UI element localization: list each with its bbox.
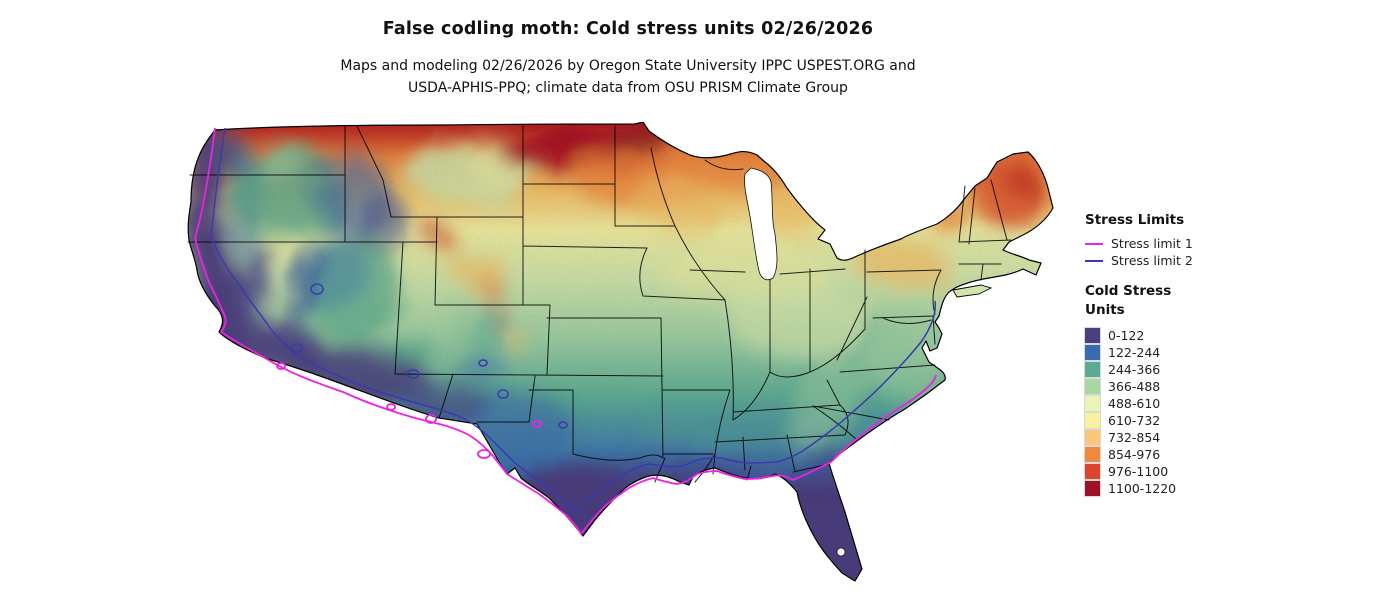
map-svg — [187, 121, 1054, 582]
stress-limit-2-line-swatch — [1085, 259, 1103, 262]
stress-limit-1-label: Stress limit 1 — [1111, 236, 1193, 251]
state-borders — [187, 125, 1012, 483]
bin-color-swatch — [1084, 361, 1101, 378]
bin-color-swatch — [1084, 429, 1101, 446]
stress-limit-2-label: Stress limit 2 — [1111, 253, 1193, 268]
legend-bin-row: 366-488 — [1084, 378, 1235, 395]
legend-bin-row: 244-366 — [1084, 361, 1235, 378]
legend-stress-limit-2: Stress limit 2 — [1085, 252, 1235, 269]
bin-label: 244-366 — [1108, 362, 1161, 377]
bin-color-swatch — [1084, 327, 1101, 344]
bin-label: 610-732 — [1108, 413, 1161, 428]
stress-limit-1-line-swatch — [1085, 242, 1103, 245]
stress-limit-1-contour — [194, 127, 937, 535]
bin-label: 1100-1220 — [1108, 481, 1177, 496]
legend: Stress Limits Stress limit 1 Stress limi… — [1084, 212, 1235, 497]
bin-label: 854-976 — [1108, 447, 1161, 462]
subtitle-line-2: USDA-APHIS-PPQ; climate data from OSU PR… — [408, 80, 848, 96]
lake-michigan — [744, 167, 778, 281]
us-cold-stress-map — [185, 121, 1055, 594]
cold-stress-raster — [188, 122, 1054, 581]
map-subtitle: Maps and modeling 02/26/2026 by Oregon S… — [0, 55, 1256, 99]
bin-color-swatch — [1084, 412, 1101, 429]
legend-bin-row: 488-610 — [1084, 395, 1235, 412]
bin-color-swatch — [1084, 344, 1101, 361]
bin-label: 0-122 — [1108, 328, 1145, 343]
bin-color-swatch — [1084, 463, 1101, 480]
bin-label: 488-610 — [1108, 396, 1161, 411]
lake-okeechobee — [836, 547, 846, 557]
legend-bin-row: 0-122 — [1084, 327, 1235, 344]
bin-label: 732-854 — [1108, 430, 1161, 445]
map-title: False codling moth: Cold stress units 02… — [382, 19, 874, 39]
legend-bin-row: 610-732 — [1084, 412, 1235, 429]
legend-bin-row: 122-244 — [1084, 344, 1235, 361]
stress-limit-2-contour — [210, 127, 936, 514]
legend-bin-row: 854-976 — [1084, 446, 1235, 463]
legend-bin-row: 1100-1220 — [1084, 480, 1235, 497]
legend-stress-limit-1: Stress limit 1 — [1085, 235, 1235, 252]
bin-color-swatch — [1084, 446, 1101, 463]
legend-bin-row: 976-1100 — [1084, 463, 1235, 480]
stress-limits-title: Stress Limits — [1085, 212, 1185, 228]
long-island — [952, 284, 993, 298]
cold-stress-units-title: Cold Stress Units — [1085, 283, 1172, 318]
bin-label: 366-488 — [1108, 379, 1161, 394]
bin-label: 122-244 — [1108, 345, 1161, 360]
bin-label: 976-1100 — [1108, 464, 1169, 479]
subtitle-line-1: Maps and modeling 02/26/2026 by Oregon S… — [340, 58, 916, 74]
bin-color-swatch — [1084, 480, 1101, 497]
legend-bin-row: 732-854 — [1084, 429, 1235, 446]
bin-color-swatch — [1084, 395, 1101, 412]
bin-color-swatch — [1084, 378, 1101, 395]
